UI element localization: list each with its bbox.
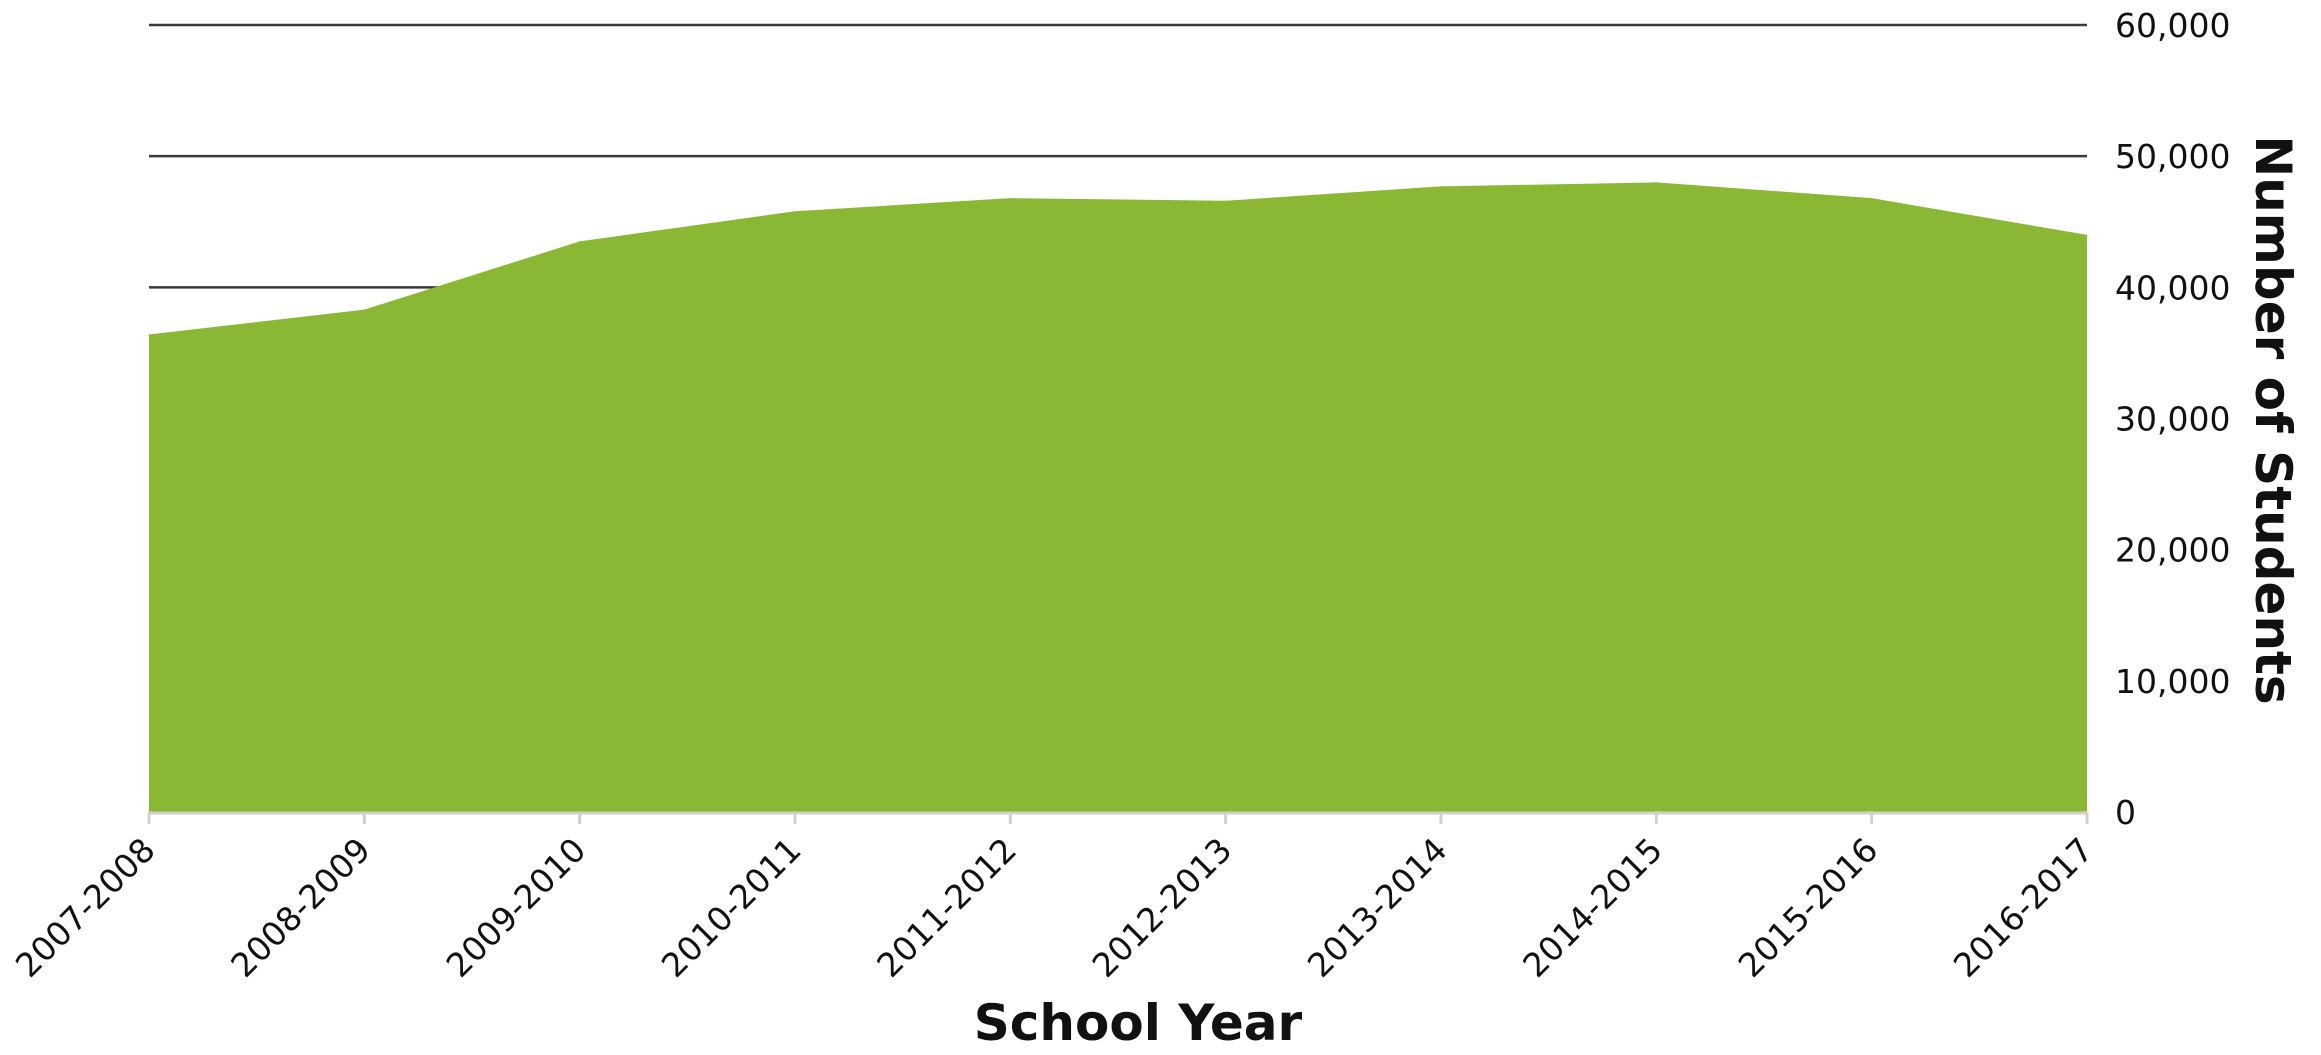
x-tick-label: 2012-2013 (1085, 830, 1240, 985)
data-point (363, 309, 365, 311)
area-series-fill (149, 182, 2087, 812)
data-point (2086, 234, 2088, 236)
data-point (1225, 200, 1227, 202)
x-tick-label: 2007-2008 (8, 830, 163, 985)
y-tick-label: 10,000 (2115, 662, 2230, 701)
x-axis-title: School Year (974, 994, 1303, 1052)
y-tick-label: 60,000 (2115, 6, 2230, 45)
y-tick-label: 50,000 (2115, 137, 2230, 176)
data-point (1871, 197, 1873, 199)
x-tick-label: 2009-2010 (439, 830, 594, 985)
x-tick-label: 2008-2009 (223, 830, 378, 985)
y-axis: 0 10,000 20,000 30,000 40,000 50,000 60,000 (2115, 6, 2230, 832)
x-tick-label: 2016-2017 (1946, 830, 2101, 985)
data-point (148, 334, 150, 336)
x-tick-label: 2011-2012 (869, 830, 1024, 985)
y-tick-label: 30,000 (2115, 400, 2230, 439)
x-tick-label: 2010-2011 (654, 830, 809, 985)
y-axis-title: Number of Students (2244, 135, 2302, 704)
y-tick-label: 20,000 (2115, 531, 2230, 570)
data-point (1009, 197, 1011, 199)
y-tick-label: 40,000 (2115, 268, 2230, 307)
x-axis: 2007-2008 2008-2009 2009-2010 2010-2011 2011… (8, 811, 2101, 985)
area-series (148, 181, 2088, 812)
data-point (794, 210, 796, 212)
data-point (1655, 181, 1657, 183)
data-point (579, 240, 581, 242)
x-tick-label: 2014-2015 (1515, 830, 1670, 985)
x-tick-label: 2015-2016 (1731, 830, 1886, 985)
x-tick-label: 2013-2014 (1300, 830, 1455, 985)
data-point (1440, 185, 1442, 187)
y-tick-label: 0 (2115, 793, 2136, 832)
